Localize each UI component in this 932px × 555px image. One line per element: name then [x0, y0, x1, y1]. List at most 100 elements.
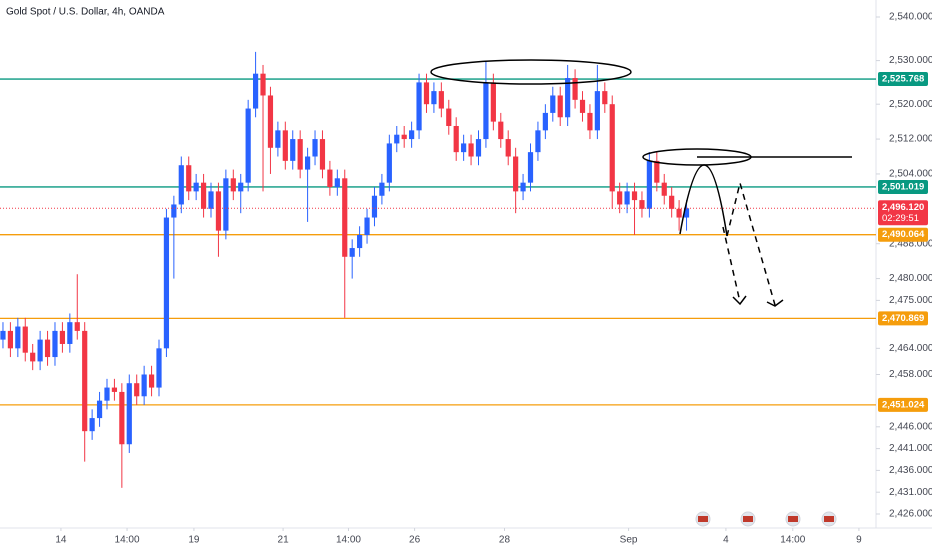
candle-body [542, 112, 548, 131]
candle-body [438, 91, 444, 109]
candle-body [223, 178, 229, 231]
ellipse-drawing [430, 59, 632, 85]
candle-body [446, 108, 452, 126]
candle-body [290, 139, 296, 161]
candle-body [505, 139, 511, 157]
x-tick-label: 28 [499, 535, 511, 546]
candle-body [357, 234, 363, 249]
level-label: 2,470.869 [882, 313, 924, 324]
candle-body [557, 95, 563, 118]
plot-area [0, 51, 876, 488]
candle-body [82, 330, 88, 432]
candle-body [96, 400, 103, 419]
candle-body [22, 326, 28, 353]
x-tick-label: 9 [856, 535, 862, 546]
candle-body [535, 130, 541, 153]
x-tick-label: 14:00 [336, 535, 361, 546]
candle-body [483, 82, 489, 140]
candle-body [252, 73, 259, 109]
level-label-box [878, 227, 928, 242]
path-drawing [679, 164, 728, 237]
chart-title: Gold Spot / U.S. Dollar, 4h, OANDA [6, 7, 165, 18]
candle-body [579, 99, 586, 113]
candle-body [30, 352, 36, 362]
candle-body [342, 178, 348, 257]
x-tick-label: 19 [188, 535, 200, 546]
candle-body [490, 82, 496, 122]
y-tick-label: 2,512.000 [889, 134, 932, 145]
y-tick-label: 2,426.000 [889, 509, 932, 520]
candle-body [59, 330, 66, 344]
candle-body [379, 182, 385, 196]
flag-stripe [824, 516, 834, 522]
candle-body [186, 165, 192, 192]
candle-body [163, 217, 170, 349]
candle-body [305, 156, 311, 170]
candle-body [7, 330, 14, 349]
candle-body [312, 139, 318, 157]
candle-body [208, 191, 214, 209]
candle-body [683, 208, 690, 218]
level-label-box [878, 179, 928, 194]
candle-body [513, 156, 519, 192]
level-label-box [878, 311, 928, 326]
x-tick-label: 14:00 [780, 535, 805, 546]
candle-body [37, 339, 43, 362]
candle-body [587, 112, 593, 131]
drawings [430, 59, 852, 307]
candle-body [676, 208, 682, 218]
countdown-label: 02:29:51 [882, 213, 919, 224]
candle-body [245, 108, 251, 183]
level-label-box [878, 72, 928, 87]
candle-body [44, 339, 51, 358]
candle-body [409, 130, 415, 140]
candle-body [609, 104, 615, 192]
candle-body [126, 383, 132, 445]
x-tick-label: Sep [620, 535, 638, 546]
candle-body [275, 130, 281, 148]
candle-body [416, 82, 422, 131]
candle-body [468, 143, 474, 157]
candle-body [260, 73, 266, 96]
y-tick-label: 2,488.000 [889, 238, 932, 249]
candle-body [364, 217, 370, 235]
candle-body [282, 130, 288, 161]
candle-body [178, 165, 184, 205]
y-tick-label: 2,520.000 [889, 99, 932, 110]
y-tick-label: 2,480.000 [889, 273, 932, 284]
x-tick-label: 26 [409, 535, 421, 546]
level-label: 2,451.024 [882, 399, 925, 410]
y-tick-label: 2,458.000 [889, 369, 932, 380]
candle-body [475, 139, 482, 157]
candle-body [572, 78, 578, 100]
candle-body [498, 121, 504, 140]
candle-body [386, 143, 392, 183]
candle-body [431, 91, 437, 105]
flag-stripe [788, 516, 798, 522]
candle-body [319, 139, 326, 170]
candle-body [639, 200, 645, 209]
candle-body [401, 134, 407, 140]
candle-body [148, 374, 155, 388]
candle-body [0, 330, 6, 340]
x-tick-label: 14 [55, 535, 67, 546]
candle-body [193, 182, 199, 192]
candle-body [527, 152, 534, 183]
candle-body [104, 387, 110, 401]
candle-body [52, 330, 58, 358]
candle-body [134, 383, 140, 397]
candle-body [646, 160, 652, 209]
candle-body [565, 78, 571, 118]
candle-body [215, 191, 222, 231]
candle-body [631, 191, 638, 201]
candle-body [327, 169, 333, 188]
candle-body [171, 204, 177, 218]
level-label: 2,501.019 [882, 181, 924, 192]
arrow-head [766, 299, 784, 307]
candle-body [119, 391, 125, 445]
candle-body [394, 134, 400, 144]
y-tick-label: 2,436.000 [889, 465, 932, 476]
flag-stripe [698, 516, 708, 522]
